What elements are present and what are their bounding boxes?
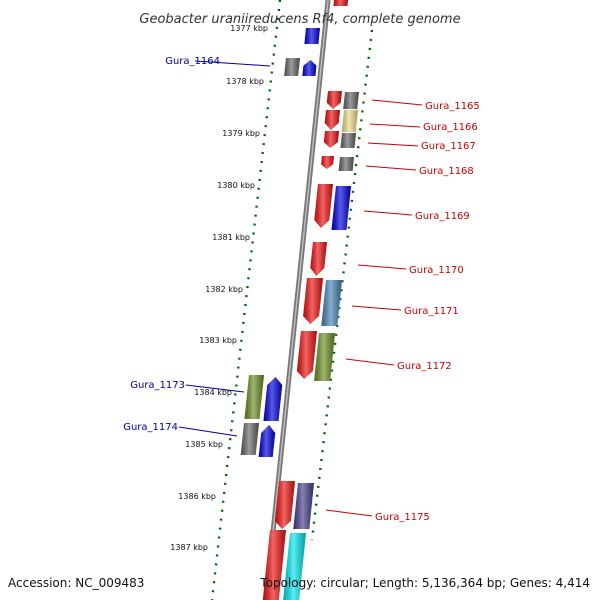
gene-feature-1165[interactable]: [326, 91, 342, 109]
gene-features: [240, 0, 359, 600]
gene-feature-1166[interactable]: [324, 110, 340, 130]
gene-feature-1174-gray[interactable]: [240, 423, 259, 455]
tick-label: 1379 kbp: [222, 129, 260, 138]
gene-feature-1171-steel[interactable]: [321, 280, 342, 326]
gene-feature-1171[interactable]: [303, 278, 323, 324]
gene-feature-1164[interactable]: [302, 60, 317, 76]
gene-label-gura-1173[interactable]: Gura_1173: [130, 380, 185, 391]
leader-line: [357, 264, 407, 270]
gene-label-gura-1168[interactable]: Gura_1168: [419, 166, 474, 177]
leader-line: [194, 60, 271, 67]
backbone: [263, 0, 331, 600]
gene-feature-bottom-red[interactable]: [262, 530, 286, 600]
gene-feature-1166-yellow[interactable]: [341, 110, 358, 132]
gene-feature-1168-gray[interactable]: [338, 157, 354, 171]
tick-label: 1382 kbp: [205, 285, 243, 294]
map-title: Geobacter uraniireducens Rf4, complete g…: [139, 12, 460, 27]
gene-feature-1170[interactable]: [310, 242, 327, 276]
gene-feature-1164-gray[interactable]: [284, 58, 300, 76]
gene-feature-bottom-cyan[interactable]: [283, 533, 306, 600]
tick-label: 1381 kbp: [212, 233, 250, 242]
leader-line: [178, 426, 238, 437]
tick-label: 1385 kbp: [185, 440, 223, 449]
tick-label: 1380 kbp: [217, 181, 255, 190]
tick-label: 1387 kbp: [170, 543, 208, 552]
tick-label: 1378 kbp: [226, 77, 264, 86]
tick-label: 1384 kbp: [194, 388, 232, 397]
leader-line: [369, 123, 421, 128]
gene-label-gura-1175[interactable]: Gura_1175: [375, 512, 430, 523]
gene-label-gura-1171[interactable]: Gura_1171: [404, 306, 459, 317]
gene-feature-1175[interactable]: [274, 481, 295, 529]
gene-label-gura-1172[interactable]: Gura_1172: [397, 361, 452, 372]
gene-feature-top[interactable]: [333, 0, 348, 6]
guide-line: [210, 0, 282, 600]
gene-label-gura-1164[interactable]: Gura_1164: [165, 56, 220, 67]
gene-label-gura-1166[interactable]: Gura_1166: [423, 122, 478, 133]
tick-label: 1383 kbp: [199, 336, 237, 345]
leader-line: [371, 99, 423, 106]
topology-label: Topology: circular; Length: 5,136,364 bp…: [259, 576, 590, 590]
gene-feature-1174[interactable]: [258, 425, 276, 457]
gene-feature-1172[interactable]: [296, 331, 317, 379]
gene-label-gura-1170[interactable]: Gura_1170: [409, 265, 464, 276]
gene-label-layer: Gura_1164 Gura_1165 Gura_1166 Gura_1167 Gura…: [123, 56, 480, 523]
guide-lines: [210, 0, 374, 600]
gene-feature-1377[interactable]: [304, 28, 320, 44]
tick-label: 1386 kbp: [178, 492, 216, 501]
gene-feature-1173-olive[interactable]: [244, 375, 265, 419]
tick-labels: 1377 kbp 1378 kbp 1379 kbp 1380 kbp 1381 kbp…: [170, 24, 268, 552]
accession-label: Accession: NC_009483: [8, 576, 144, 590]
gene-feature-1175-slate[interactable]: [293, 483, 314, 529]
leader-line: [351, 305, 402, 311]
gene-feature-1167-gray[interactable]: [340, 133, 357, 148]
gene-label-gura-1169[interactable]: Gura_1169: [415, 211, 470, 222]
leader-line: [345, 358, 395, 366]
gene-label-gura-1165[interactable]: Gura_1165: [425, 101, 480, 112]
gene-feature-1173[interactable]: [263, 377, 283, 421]
gene-feature-1167[interactable]: [323, 131, 339, 148]
leader-line: [367, 142, 419, 147]
leader-line: [325, 509, 373, 517]
gene-feature-1172-olive[interactable]: [314, 333, 335, 381]
gene-feature-1165-gray[interactable]: [343, 92, 359, 109]
gene-feature-1169-blue[interactable]: [331, 186, 352, 230]
gene-label-gura-1174[interactable]: Gura_1174: [123, 422, 178, 433]
gene-label-gura-1167[interactable]: Gura_1167: [421, 141, 476, 152]
leader-line: [185, 384, 245, 393]
tick-label: 1377 kbp: [230, 24, 268, 33]
gene-feature-1168[interactable]: [321, 156, 334, 169]
leader-line: [365, 165, 417, 171]
leader-line: [363, 210, 413, 216]
gene-feature-1169[interactable]: [314, 184, 333, 228]
